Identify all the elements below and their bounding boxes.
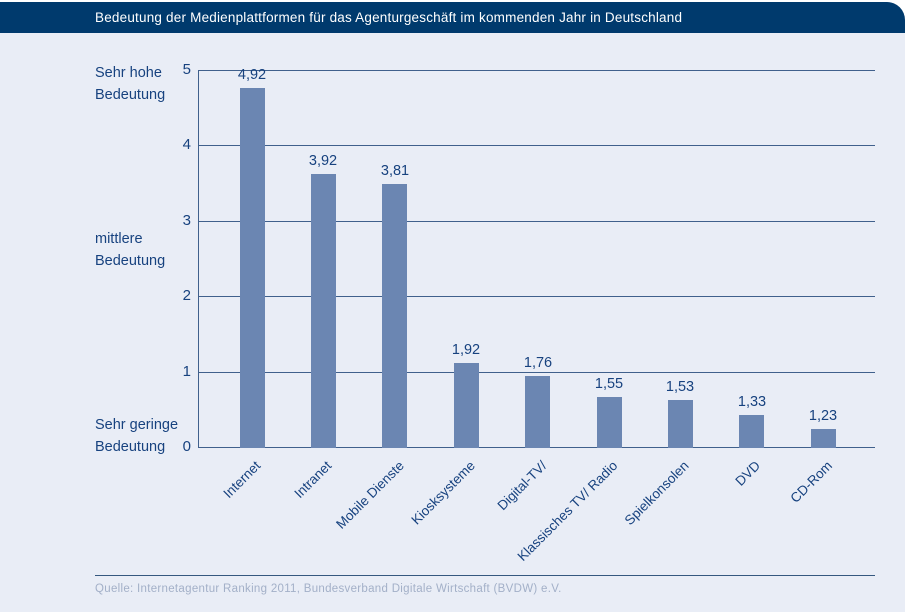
- annotation-line: mittlere: [95, 231, 143, 247]
- annotation-line: Bedeutung: [95, 87, 166, 103]
- gridline-y-4: [199, 145, 875, 146]
- gridline-y-2: [199, 296, 875, 297]
- y-axis-annotation-middle: mittlere Bedeutung: [95, 228, 165, 272]
- annotation-line: Bedeutung: [95, 253, 166, 269]
- bar-dvd: [739, 415, 764, 448]
- chart-plot-area: 4,92 3,92 3,81 1,92 1,76 1,55 1,53 1,33 1,23: [198, 67, 875, 448]
- chart-title: Bedeutung der Medienplattformen für das …: [95, 10, 683, 25]
- bar-value-label: 4,92: [237, 67, 267, 83]
- gridline-y-1: [199, 372, 875, 373]
- bar-cd-rom: [811, 429, 836, 448]
- bar-intranet: [311, 174, 336, 448]
- bar-value-label: 1,53: [665, 379, 695, 395]
- header-bar: Bedeutung der Medienplattformen für das …: [0, 2, 905, 33]
- bar-value-label: 3,81: [380, 163, 410, 179]
- bar-digital-tv-: [525, 376, 550, 448]
- bar-value-label: 1,76: [523, 355, 553, 371]
- bar-internet: [240, 88, 265, 448]
- annotation-line: Sehr geringe: [95, 417, 179, 433]
- bar-kiosksysteme: [454, 363, 479, 448]
- annotation-line: Bedeutung: [95, 439, 166, 455]
- y-axis-annotation-low: Sehr geringe Bedeutung: [95, 414, 178, 458]
- gridline-y-5: [199, 70, 875, 71]
- bar-value-label: 3,92: [308, 153, 338, 169]
- bar-klassisches-tv-radio: [597, 397, 622, 448]
- source-note: Quelle: Internetagentur Ranking 2011, Bu…: [95, 583, 562, 595]
- annotation-line: Sehr hohe: [95, 65, 162, 81]
- chart-card: [0, 33, 905, 612]
- gridline-y-3: [199, 221, 875, 222]
- bar-mobile-dienste: [382, 184, 407, 448]
- bar-value-label: 1,55: [594, 376, 624, 392]
- bar-value-label: 1,33: [737, 394, 767, 410]
- y-axis-annotation-high: Sehr hohe Bedeutung: [95, 62, 165, 106]
- bar-value-label: 1,92: [451, 342, 481, 358]
- bar-value-label: 1,23: [808, 408, 838, 424]
- bar-spielkonsolen: [668, 400, 693, 448]
- footer-divider: [95, 575, 875, 576]
